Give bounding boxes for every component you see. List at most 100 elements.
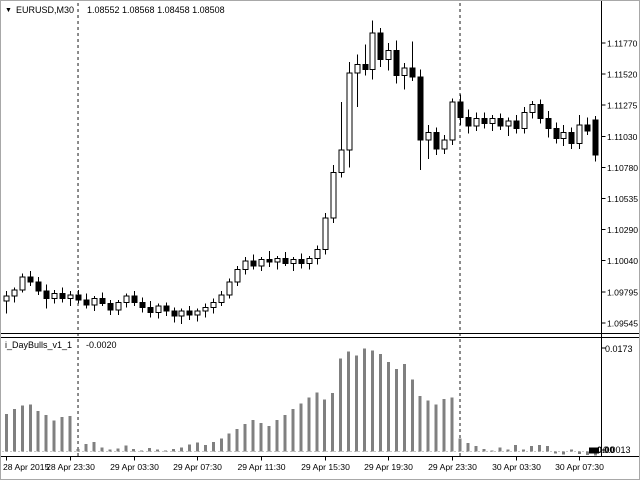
histogram-bar <box>331 393 335 452</box>
candle <box>306 257 313 264</box>
indicator-current-value: -0.0020 <box>86 340 117 350</box>
histogram-bar <box>355 355 359 452</box>
indicator-histogram <box>4 348 599 456</box>
candle <box>202 306 209 312</box>
histogram-bar <box>498 447 502 452</box>
candle <box>553 128 560 140</box>
histogram-bar <box>291 409 295 452</box>
candle <box>11 289 18 297</box>
price-candles <box>3 20 599 324</box>
histogram-bar <box>92 441 96 452</box>
histogram-bar <box>546 446 550 452</box>
histogram-bar <box>156 449 160 452</box>
indicator-marker-arrow-icon: ◄ <box>588 447 595 454</box>
price-axis-label: 1.11520 <box>607 70 638 80</box>
histogram-bar <box>227 433 231 452</box>
price-axis[interactable]: 1.11770 1.11520 1.11275 1.11030 1.10780 1.105… <box>601 1 639 457</box>
candle <box>234 269 241 283</box>
candle <box>465 116 472 127</box>
histogram-bar <box>4 414 8 452</box>
candle <box>282 257 289 264</box>
candle <box>59 293 66 300</box>
candle <box>218 294 225 303</box>
candle <box>155 305 162 313</box>
candle <box>401 67 408 77</box>
histogram-bar <box>219 438 223 452</box>
histogram-bar <box>243 424 247 452</box>
time-axis-label: 29 Apr 03:30 <box>110 462 159 472</box>
candle <box>545 118 552 130</box>
candle <box>226 281 233 296</box>
candle <box>457 101 464 118</box>
histogram-bar <box>554 451 558 454</box>
candle <box>194 310 201 316</box>
histogram-bar <box>187 444 191 452</box>
candle <box>139 301 146 308</box>
histogram-bar <box>211 441 215 452</box>
histogram-bar <box>251 419 255 452</box>
indicator-scale-max-label: 0.0173 <box>605 344 633 354</box>
candle <box>123 295 130 303</box>
candle <box>584 124 591 132</box>
histogram-bar <box>100 447 104 452</box>
time-axis-label: 29 Apr 23:30 <box>428 462 477 472</box>
candle <box>242 260 249 271</box>
candle <box>91 298 98 306</box>
histogram-bar <box>299 403 303 452</box>
histogram-bar <box>426 400 430 452</box>
histogram-bar <box>52 420 56 452</box>
indicator-title: i_DayBulls_v1_1 <box>5 340 73 350</box>
candle <box>473 118 480 127</box>
histogram-bar <box>347 351 351 452</box>
candle <box>51 293 58 300</box>
histogram-bar <box>378 353 382 452</box>
candle <box>27 276 34 283</box>
candle <box>258 259 265 267</box>
price-axis-label: 1.10535 <box>607 194 638 204</box>
histogram-bar <box>410 379 414 452</box>
candle <box>576 124 583 145</box>
time-axis-label: 29 Apr 11:30 <box>237 462 285 472</box>
histogram-bar <box>28 404 32 452</box>
candle <box>314 248 321 259</box>
candle <box>186 310 193 316</box>
chart-ohlc-values: 1.08552 1.08568 1.08458 1.08508 <box>87 5 225 15</box>
candle <box>441 139 448 150</box>
candle <box>178 310 185 317</box>
histogram-bar <box>370 350 374 452</box>
candle <box>369 32 376 70</box>
candle <box>529 104 536 113</box>
candle <box>513 120 520 130</box>
candle <box>75 294 82 301</box>
histogram-bar <box>116 448 120 452</box>
price-axis-label: 1.10290 <box>607 225 638 235</box>
price-axis-label: 1.11275 <box>607 101 638 111</box>
histogram-bar <box>561 451 565 455</box>
chart-title: EURUSD,M30 <box>16 5 75 15</box>
histogram-bar <box>506 449 510 452</box>
price-axis-label: 1.10780 <box>607 163 638 173</box>
price-axis-label: 1.11770 <box>607 39 638 49</box>
candle <box>115 301 122 311</box>
time-axis-label: 29 Apr 07:30 <box>173 462 222 472</box>
symbol-dropdown-icon[interactable]: ▼ <box>5 7 12 14</box>
histogram-bar <box>402 364 406 452</box>
histogram-bar <box>442 399 446 452</box>
candle <box>346 72 353 151</box>
price-axis-label: 1.09545 <box>607 318 638 328</box>
candle <box>322 217 329 250</box>
candle <box>354 63 361 74</box>
histogram-bar <box>267 425 271 452</box>
time-axis-label: 30 Apr 03:30 <box>492 462 541 472</box>
histogram-bar <box>538 444 542 452</box>
histogram-bar <box>434 404 438 452</box>
candle <box>537 104 544 120</box>
candle <box>497 118 504 127</box>
candle <box>298 259 305 264</box>
pane-borders <box>1 333 639 457</box>
candle <box>250 260 257 267</box>
candle <box>210 301 217 308</box>
